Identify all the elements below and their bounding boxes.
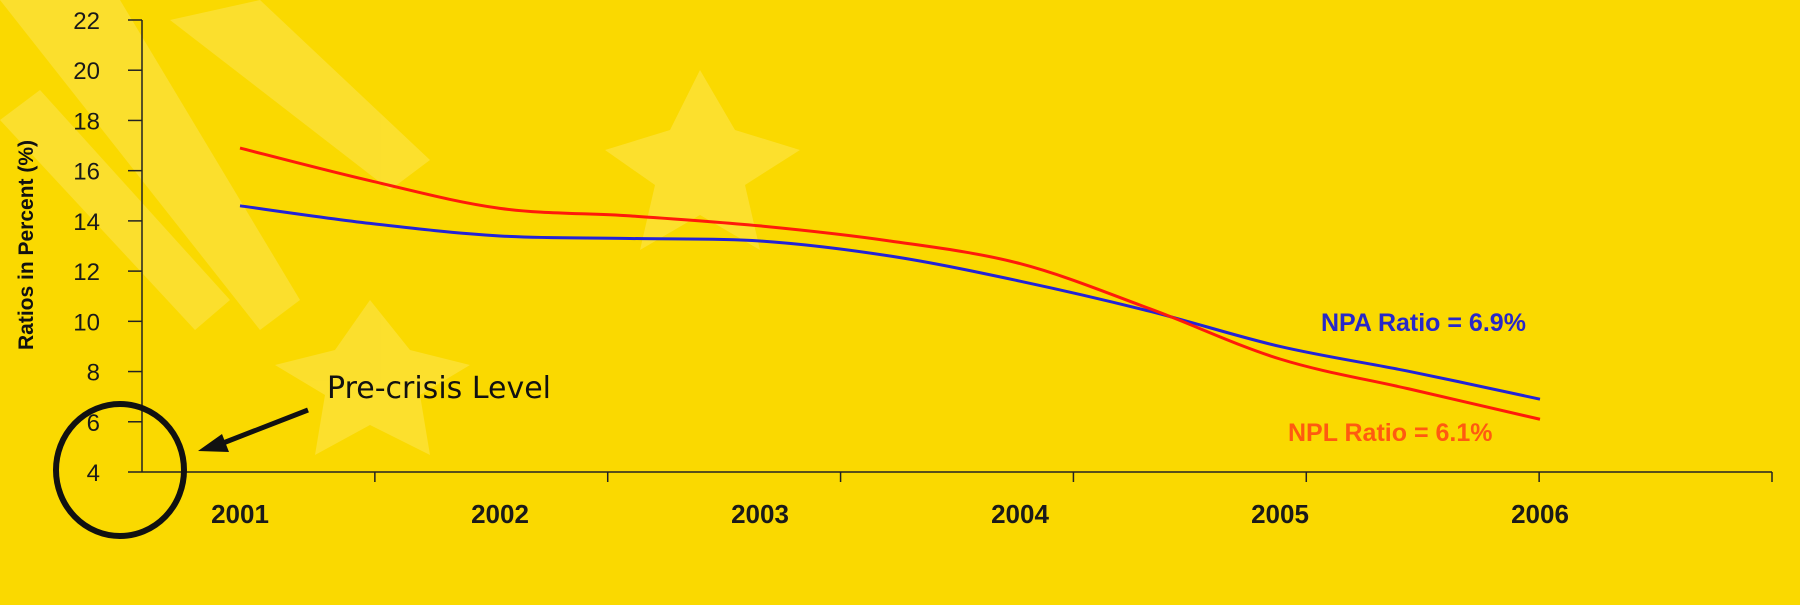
x-tick-label: 2004 <box>991 499 1049 529</box>
background-star-shape <box>605 70 800 250</box>
y-tick-label: 16 <box>73 159 100 186</box>
series-line-npl-ratio <box>239 146 1541 421</box>
y-tick-label: 8 <box>87 360 100 387</box>
y-tick-label: 6 <box>87 410 100 437</box>
background-ray-shape <box>170 0 430 190</box>
background-ray-shape <box>0 0 300 330</box>
y-axis-title: Ratios in Percent (%) <box>15 140 38 350</box>
series-label-npl: NPL Ratio = 6.1% <box>1288 419 1492 447</box>
y-ticks: 4 6 8 10 12 14 16 18 20 22 <box>73 8 142 487</box>
background-ray-shape <box>0 90 230 330</box>
y-tick-label: 22 <box>73 8 100 35</box>
background-decoration <box>0 0 800 455</box>
y-tick-label: 10 <box>73 309 100 336</box>
x-tick-label: 2003 <box>731 499 789 529</box>
y-tick-label: 4 <box>87 460 100 487</box>
x-tick-label: 2001 <box>211 499 269 529</box>
pre-crisis-annotation: Pre-crisis Level <box>327 371 551 406</box>
y-tick-label: 20 <box>73 58 100 85</box>
series-line-npa-ratio <box>239 204 1541 401</box>
x-tick-label: 2006 <box>1511 499 1569 529</box>
series-layer <box>239 146 1541 421</box>
pre-crisis-arrow <box>198 407 309 452</box>
axes <box>141 20 1772 473</box>
pre-crisis-circle <box>53 401 187 539</box>
x-ticks: 2001 2002 2003 2004 2005 2006 <box>211 472 1773 529</box>
x-tick-label: 2005 <box>1251 499 1309 529</box>
series-label-npa: NPA Ratio = 6.9% <box>1321 309 1526 337</box>
y-tick-label: 18 <box>73 108 100 135</box>
x-tick-label: 2002 <box>471 499 529 529</box>
y-tick-label: 12 <box>73 259 100 286</box>
y-tick-label: 14 <box>73 209 100 236</box>
background-star-shape <box>275 300 470 455</box>
